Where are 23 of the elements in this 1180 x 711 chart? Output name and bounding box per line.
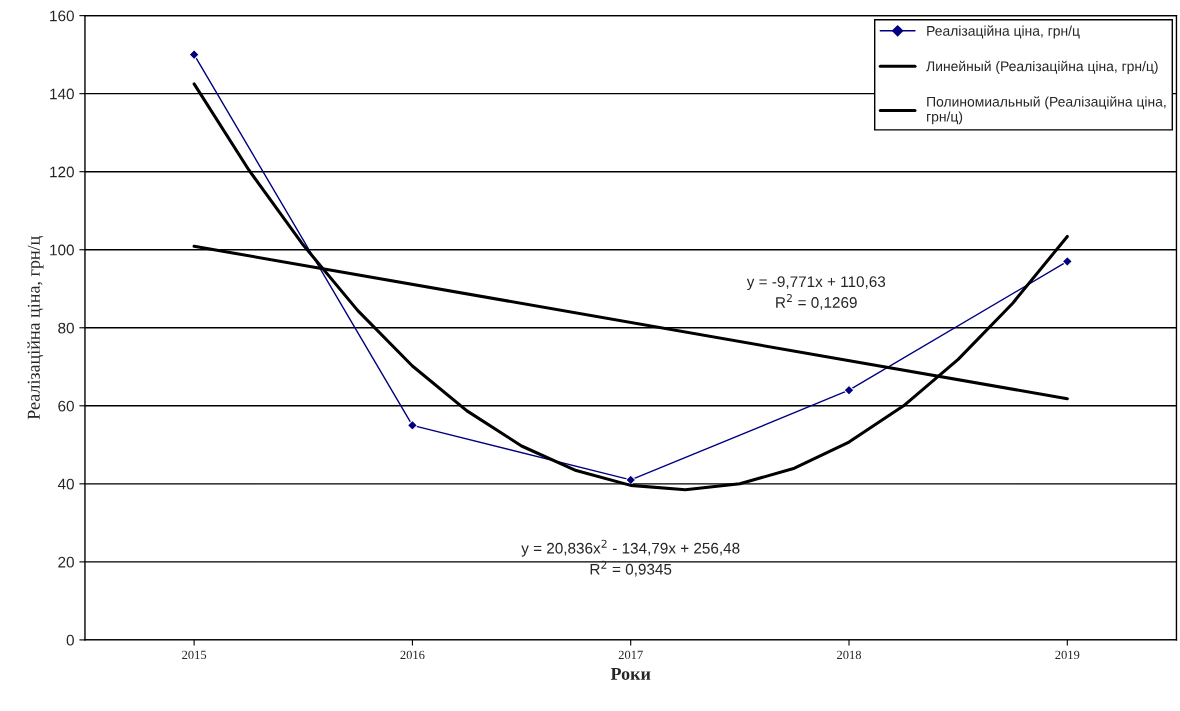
y-tick-label: 160	[50, 10, 74, 22]
x-tick-label: 2017	[618, 650, 643, 660]
y-axis-title: Реалізаційна ціна, грн/ц	[27, 236, 44, 420]
y-tick-label: 140	[50, 88, 74, 100]
point	[843, 384, 855, 396]
y-tick-label: 100	[50, 244, 74, 256]
x-tick-label: 2019	[1055, 650, 1080, 660]
legend-label: Линейный (Реалізаційна ціна, грн/ц)	[926, 60, 1158, 74]
y-tick-label: 120	[50, 166, 74, 178]
x-axis-title: Роки	[610, 667, 651, 680]
y-tick-label: 0	[66, 634, 74, 646]
legend-label: Полиномиальный (Реалізаційна ціна, грн/ц)	[927, 96, 1166, 125]
x-tick-label: 2018	[837, 650, 862, 660]
y-tick-label: 40	[57, 478, 74, 490]
legend-label: Реалізаційна ціна, грн/ц	[927, 25, 1080, 39]
x-tick-label: 2015	[182, 650, 207, 660]
y-tick-label: 60	[58, 400, 74, 412]
x-tick-label: 2016	[400, 650, 425, 660]
point	[188, 49, 200, 61]
annotation: y = -9,771x + 110,63 R$^{2}$ = 0,1269	[746, 276, 886, 310]
annotation: y = 20,836x$^{2}$ - 134,79x + 256,48 R$^{2}$ = 0,9345	[521, 539, 740, 577]
y-tick-label: 20	[58, 556, 74, 568]
y-tick-label: 80	[58, 322, 74, 334]
